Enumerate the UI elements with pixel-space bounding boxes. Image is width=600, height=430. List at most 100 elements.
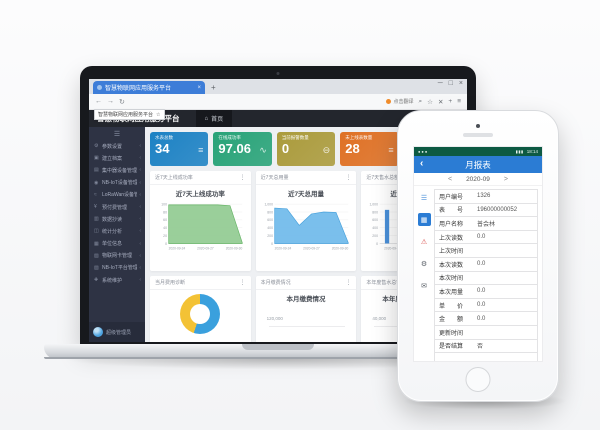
tab-home[interactable]: ⌂ 首页 xyxy=(195,110,233,127)
add-icon[interactable]: + xyxy=(448,98,453,105)
report-row-label: 上次时间 xyxy=(439,249,464,256)
kpi-card[interactable]: 当前报警数量 0 ⊖ xyxy=(276,132,336,166)
chevron-icon: ‹ xyxy=(139,228,141,235)
menu-icon[interactable]: ≡ xyxy=(457,98,461,105)
back-arrow-icon[interactable]: ‹ xyxy=(420,158,424,169)
phone-speaker-slot xyxy=(463,133,493,137)
translate-chip[interactable]: 点击翻译 xyxy=(386,98,413,105)
menu-item-label: 物联网卡管理 xyxy=(102,253,133,260)
minimize-icon[interactable]: ─ xyxy=(437,80,443,87)
svg-text:100: 100 xyxy=(161,202,167,206)
panel-title: 本年度售水总额情况 xyxy=(366,280,412,286)
sidebar-item[interactable]: ▧ 物联网卡管理 ‹ xyxy=(89,250,145,262)
svg-text:80: 80 xyxy=(163,210,167,214)
kpi-icon: ≡ xyxy=(388,145,394,155)
report-row: 是否结算 否 xyxy=(435,340,537,354)
online-rate-chart: 0 20 40 60 80 100 2020-09-24 2020-09-27 2020-09-… xyxy=(161,202,243,250)
report-row-value: 0.0 xyxy=(477,315,486,322)
report-row-value: 1326 xyxy=(477,193,491,200)
chevron-icon: ‹ xyxy=(139,191,141,198)
sidebar-item[interactable]: ▤ 集中器设备管理 ‹ xyxy=(89,164,145,176)
search-icon[interactable]: ⌕ xyxy=(418,97,423,105)
next-month-button[interactable]: > xyxy=(503,175,509,183)
kpi-icon: ∿ xyxy=(259,145,267,155)
svg-text:40: 40 xyxy=(163,226,167,230)
svg-text:0: 0 xyxy=(376,242,378,246)
svg-text:800: 800 xyxy=(267,210,273,214)
report-row: 表 号 196000000052 xyxy=(435,204,537,218)
signal-bars-icon: ▮▮▮ xyxy=(515,149,524,154)
chevron-icon: ‹ xyxy=(139,143,141,150)
panel-usage: 近7天总用量 ⋮ 近7天总用量 0 200 400 600 800 1,000 2020-0… xyxy=(255,171,357,271)
maximize-icon[interactable]: □ xyxy=(448,80,453,87)
kpi-label: 在线成功率 xyxy=(218,135,241,140)
sidebar-item[interactable]: ◉ NB-IoT设备管理 ‹ xyxy=(89,177,145,189)
new-tab-button[interactable]: + xyxy=(211,83,216,92)
sidebar-item[interactable]: ¥ 预付费管理 ‹ xyxy=(89,201,145,213)
report-row-label: 本次读数 xyxy=(439,262,464,269)
chart-title: 本月缴费情况 xyxy=(286,296,326,303)
sidebar-item[interactable]: ▦ 单位信息 ‹ xyxy=(89,238,145,250)
kpi-card[interactable]: 水表总数 34 ≡ xyxy=(150,132,209,166)
forward-icon[interactable]: → xyxy=(107,98,114,105)
report-row: 单 价 0.0 xyxy=(435,299,537,313)
tab-close-icon[interactable]: × xyxy=(197,84,201,91)
report-row-label: 用户名称 xyxy=(439,221,464,228)
browser-tab-active[interactable]: 智慧物联网应用服务平台 × xyxy=(93,81,205,94)
valve-icon[interactable]: ⚙ xyxy=(420,260,428,268)
translate-label: 点击翻译 xyxy=(393,99,414,105)
panel-menu-icon[interactable]: ⋮ xyxy=(345,175,352,181)
sidebar-item[interactable]: ▣ 建立档案 ‹ xyxy=(89,152,145,164)
prev-month-button[interactable]: < xyxy=(447,175,453,183)
message-icon[interactable]: ✉ xyxy=(421,282,427,290)
svg-text:60: 60 xyxy=(163,218,167,222)
kpi-card[interactable]: 在线成功率 97.06 ∿ xyxy=(213,132,272,166)
sidebar-user[interactable]: 超级管理员 xyxy=(89,322,145,342)
extensions-icon[interactable]: ✕ xyxy=(437,98,444,106)
kpi-card[interactable]: 未上线表数量 28 ≡ xyxy=(340,132,399,166)
sidebar-item[interactable]: ◫ 统计分析 ‹ xyxy=(89,225,145,237)
panel-online-rate: 近7天上线成功率 ⋮ 近7天上线成功率 0 20 40 60 80 100 2020-09-… xyxy=(150,171,251,271)
sidebar-item[interactable]: ▥ 数据抄读 ‹ xyxy=(89,213,145,225)
svg-text:2020-09-24: 2020-09-24 xyxy=(274,246,291,250)
svg-text:0: 0 xyxy=(165,242,167,246)
star-icon[interactable]: ☆ xyxy=(427,98,433,106)
home-button[interactable] xyxy=(465,367,491,392)
sidebar-item[interactable]: ✚ 系统维护 ‹ xyxy=(89,274,145,286)
menu-item-label: 统计分析 xyxy=(102,228,123,235)
report-icon[interactable]: ▦ xyxy=(417,213,431,226)
reload-icon[interactable]: ↻ xyxy=(119,98,125,106)
menu-item-icon: ⚙ xyxy=(94,143,99,150)
panel-menu-icon[interactable]: ⋮ xyxy=(345,280,352,286)
svg-text:2020-09-24: 2020-09-24 xyxy=(384,246,401,250)
report-row-value: 0.0 xyxy=(477,302,486,309)
svg-text:2020-09-24: 2020-09-24 xyxy=(169,246,186,250)
report-row: 上次读数 0.0 xyxy=(435,231,537,245)
menu-item-label: LoRaWan设备管理 xyxy=(102,192,138,199)
phone-nav-bar: ‹ 月报表 xyxy=(414,156,542,173)
sidebar-item[interactable]: ⚙ 参数设置 ‹ xyxy=(89,140,145,152)
users-icon[interactable]: ☰ xyxy=(420,194,428,202)
favicon-icon xyxy=(97,85,102,90)
menu-item-icon: ¥ xyxy=(94,204,97,211)
panel-menu-icon[interactable]: ⋮ xyxy=(239,280,246,286)
kpi-icon: ⊖ xyxy=(322,145,331,155)
kpi-value: 28 xyxy=(345,141,360,156)
phone-page-title: 月报表 xyxy=(465,159,491,170)
close-icon[interactable]: × xyxy=(458,80,463,87)
sidebar-collapse-icon[interactable]: ☰ xyxy=(113,131,121,138)
report-row-label: 表 号 xyxy=(439,208,464,215)
y-tick-label: 40,000 xyxy=(372,316,387,321)
menu-item-icon: ◉ xyxy=(94,179,99,186)
phone-icon-rail: ☰ ▦ ⚠ ⚙ ✉ xyxy=(414,186,434,361)
report-row: 更新时间 xyxy=(435,326,537,340)
menu-item-label: 系统维护 xyxy=(102,277,123,284)
alarm-icon[interactable]: ⚠ xyxy=(420,238,428,246)
back-icon[interactable]: ← xyxy=(95,98,102,105)
sidebar-item[interactable]: ≈ LoRaWan设备管理‹ xyxy=(89,189,145,201)
menu-item-icon: ≈ xyxy=(94,191,97,198)
sidebar-item[interactable]: ▨ NB-IoT平台管理 ‹ xyxy=(89,262,145,274)
panel-menu-icon[interactable]: ⋮ xyxy=(239,175,246,181)
report-row-value: 196000000052 xyxy=(477,206,518,213)
svg-text:2020-09-30: 2020-09-30 xyxy=(331,246,348,250)
